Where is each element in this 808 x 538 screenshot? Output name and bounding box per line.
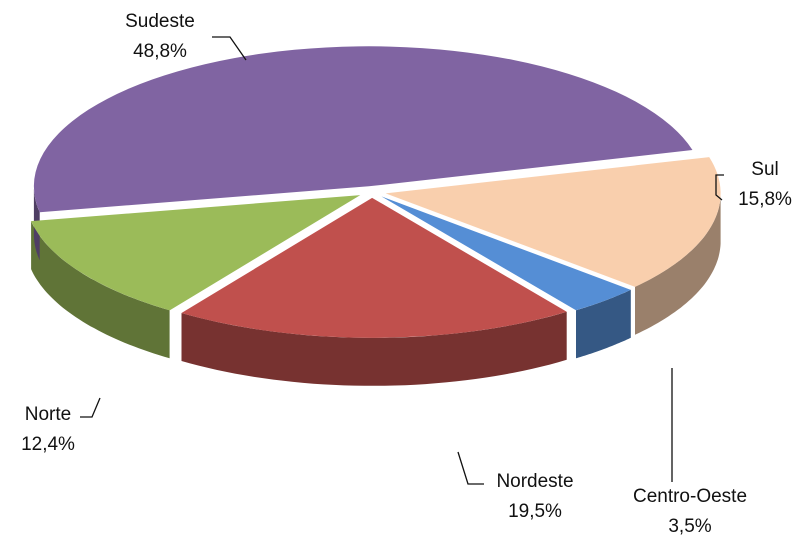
data-label-name: Norte [25,404,71,425]
data-label-name: Sudeste [125,11,195,32]
leader-line [212,36,247,61]
leader-line [80,397,101,418]
slice [31,195,361,311]
slice [385,157,721,287]
data-label-name: Centro-Oeste [633,486,747,507]
data-label-name: Nordeste [496,471,573,492]
slice-side [576,289,631,359]
slice-side [635,193,721,335]
data-label-value: 3,5% [668,516,711,537]
data-label-value: 19,5% [508,501,562,522]
slice-side [31,221,170,359]
data-label-value: 12,4% [21,434,75,455]
leader-line [457,451,484,485]
data-label-value: 15,8% [738,189,792,210]
data-label-name: Sul [751,159,778,180]
slice [181,197,567,338]
data-label-value: 48,8% [133,41,187,62]
slice [381,196,631,311]
slice [33,46,693,213]
leader-line [715,174,724,201]
slice-side [181,311,567,386]
